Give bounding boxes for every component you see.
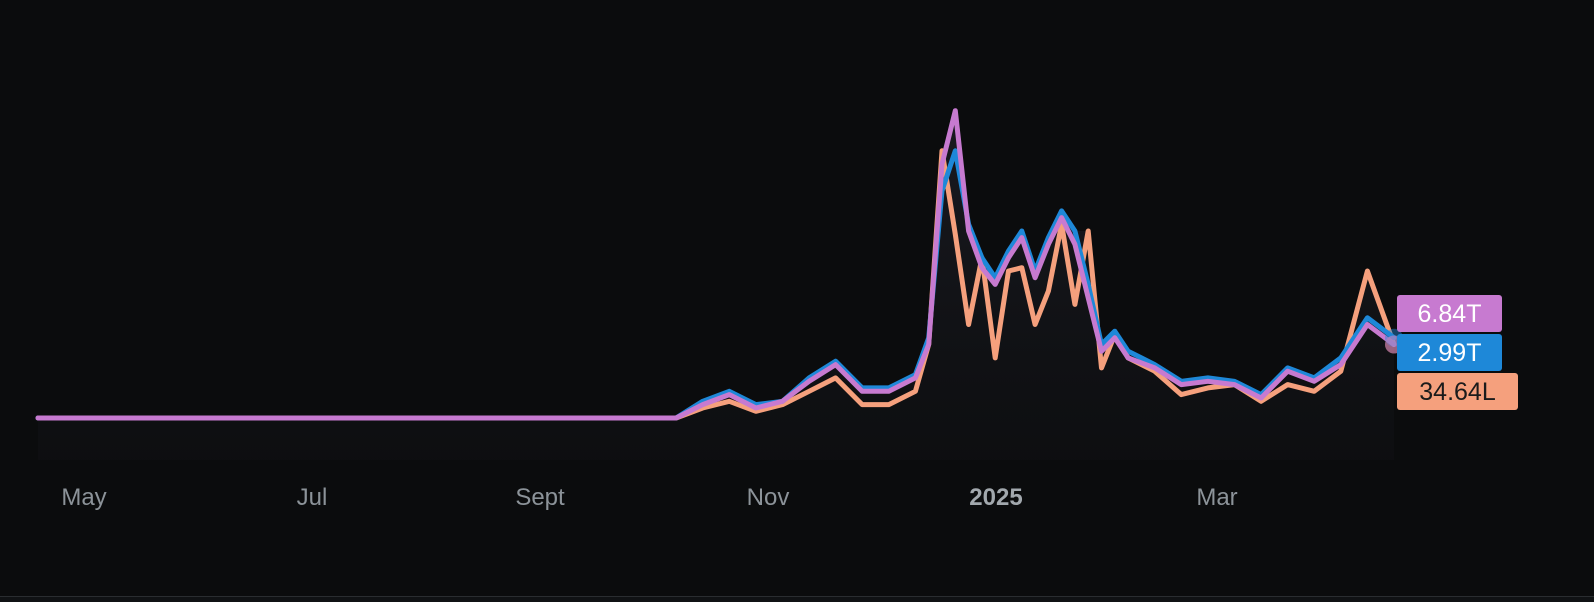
value-tag-background xyxy=(1397,295,1502,332)
series-layer xyxy=(35,108,1397,421)
value-tag-label: 6.84T xyxy=(1418,300,1482,328)
series-line-1 xyxy=(35,148,1397,421)
x-tick-label: 2025 xyxy=(969,484,1022,511)
x-tick-label: Jul xyxy=(297,484,328,511)
series-line-2 xyxy=(35,108,1397,421)
x-tick-label: Nov xyxy=(747,484,790,511)
value-tag-label: 34.64L xyxy=(1419,378,1496,406)
bottom-divider xyxy=(0,596,1594,602)
x-tick-label: Sept xyxy=(515,484,565,511)
area-fill xyxy=(38,110,1394,460)
x-tick-label: May xyxy=(61,484,106,511)
x-axis: May Jul Sept Nov 2025 Mar xyxy=(61,484,1237,511)
value-tag-background xyxy=(1397,334,1502,371)
value-tag-layer: 6.84T 2.99T 34.64L xyxy=(1397,295,1518,410)
x-tick-label: Mar xyxy=(1196,484,1237,511)
value-tag-label: 2.99T xyxy=(1418,339,1482,367)
area-layer xyxy=(38,110,1394,460)
value-tag-background xyxy=(1397,373,1518,410)
value-tag-2: 34.64L xyxy=(1397,373,1518,410)
value-tag-1: 2.99T xyxy=(1397,334,1502,371)
value-tag-0: 6.84T xyxy=(1397,295,1502,332)
